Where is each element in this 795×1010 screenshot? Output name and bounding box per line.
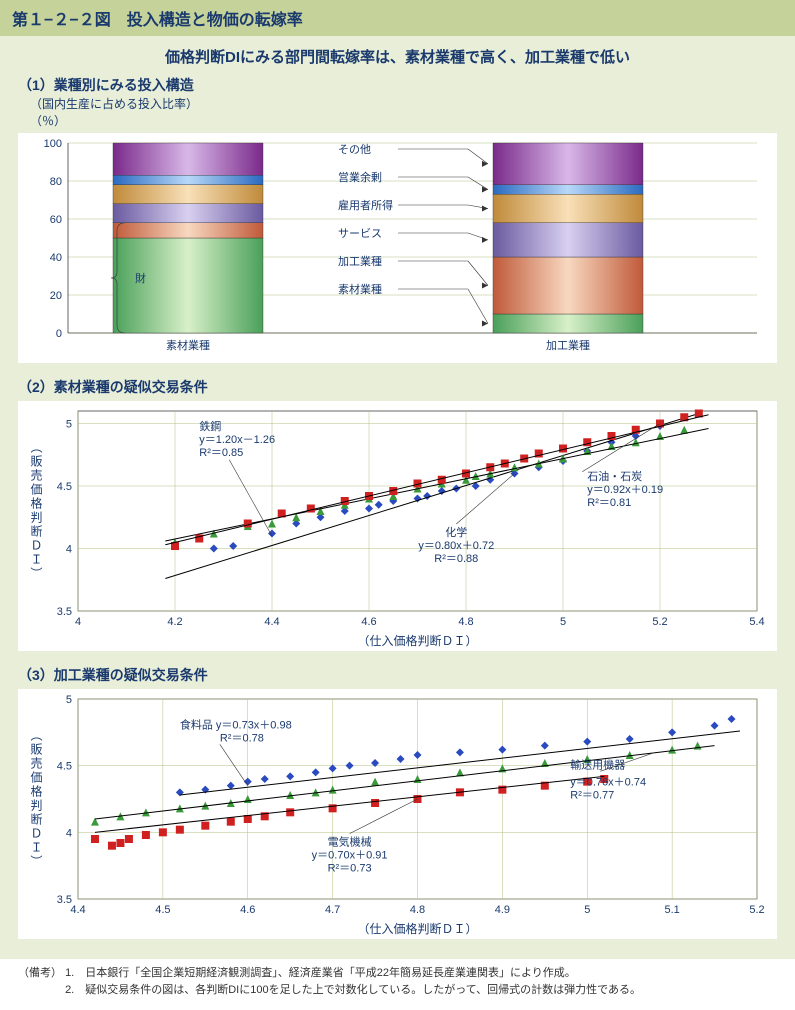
svg-text:R²＝0.88: R²＝0.88 bbox=[434, 553, 478, 565]
chart2-box: 44.24.44.64.855.25.43.544.55（仕入価格判断ＤＩ）（販… bbox=[18, 401, 777, 651]
svg-text:4.6: 4.6 bbox=[240, 904, 255, 916]
svg-text:40: 40 bbox=[50, 252, 62, 264]
svg-text:80: 80 bbox=[50, 176, 62, 188]
svg-text:（販売価格判断ＤＩ）: （販売価格判断ＤＩ） bbox=[29, 729, 43, 869]
svg-text:3.5: 3.5 bbox=[57, 894, 72, 906]
svg-text:5: 5 bbox=[66, 419, 72, 431]
footnotes: （備考） 1. 日本銀行「全国企業短期経済観測調査」、経済産業省「平成22年簡易… bbox=[0, 959, 795, 1010]
svg-text:鉄鋼: 鉄鋼 bbox=[199, 419, 221, 433]
svg-text:R²＝0.77: R²＝0.77 bbox=[570, 790, 614, 802]
svg-text:4.5: 4.5 bbox=[155, 904, 170, 916]
svg-text:20: 20 bbox=[50, 290, 62, 302]
svg-text:5.2: 5.2 bbox=[652, 616, 667, 628]
svg-text:4.7: 4.7 bbox=[325, 904, 340, 916]
svg-text:5.4: 5.4 bbox=[749, 616, 764, 628]
svg-text:5: 5 bbox=[560, 616, 566, 628]
note-prefix: （備考） bbox=[18, 967, 62, 979]
svg-text:R²＝0.73: R²＝0.73 bbox=[328, 863, 372, 875]
svg-text:3.5: 3.5 bbox=[57, 606, 72, 618]
section1-heading: （1）業種別にみる投入構造 bbox=[0, 71, 795, 95]
svg-text:（仕入価格判断ＤＩ）: （仕入価格判断ＤＩ） bbox=[357, 633, 477, 648]
section3-heading: （3）加工業種の疑似交易条件 bbox=[0, 661, 795, 685]
note-1: 1. 日本銀行「全国企業短期経済観測調査」、経済産業省「平成22年簡易延長産業連… bbox=[65, 967, 576, 979]
svg-text:4.6: 4.6 bbox=[361, 616, 376, 628]
svg-text:4.2: 4.2 bbox=[167, 616, 182, 628]
svg-text:5.2: 5.2 bbox=[749, 904, 764, 916]
svg-text:化学: 化学 bbox=[445, 525, 467, 539]
svg-text:5: 5 bbox=[66, 694, 72, 706]
svg-text:y＝0.80x＋0.72: y＝0.80x＋0.72 bbox=[418, 540, 494, 552]
svg-text:（仕入価格判断ＤＩ）: （仕入価格判断ＤＩ） bbox=[357, 921, 477, 936]
svg-text:4.8: 4.8 bbox=[458, 616, 473, 628]
svg-text:電気機械: 電気機械 bbox=[328, 835, 372, 849]
chart3-box: 4.4 4.5 4.6 4.7 4.8 4.9 5 5.1 5.2 3.5 4 4.5 5 （仕入価格判断… bbox=[18, 689, 777, 939]
svg-text:4.9: 4.9 bbox=[495, 904, 510, 916]
svg-text:素材業種: 素材業種 bbox=[166, 338, 210, 352]
svg-text:素材業種: 素材業種 bbox=[338, 282, 382, 296]
svg-text:y＝1.20x－1.26: y＝1.20x－1.26 bbox=[199, 434, 275, 446]
svg-text:5: 5 bbox=[584, 904, 590, 916]
svg-text:サービス: サービス bbox=[338, 227, 382, 240]
svg-text:y＝0.70x＋0.91: y＝0.70x＋0.91 bbox=[312, 850, 388, 862]
svg-text:5.1: 5.1 bbox=[664, 904, 679, 916]
svg-text:営業余剰: 営業余剰 bbox=[338, 170, 382, 184]
svg-text:R²＝0.81: R²＝0.81 bbox=[587, 497, 631, 509]
svg-text:R²＝0.78: R²＝0.78 bbox=[220, 732, 264, 744]
svg-text:4: 4 bbox=[66, 544, 72, 556]
svg-text:石油・石炭: 石油・石炭 bbox=[587, 469, 642, 483]
svg-text:y＝0.92x＋0.19: y＝0.92x＋0.19 bbox=[587, 484, 663, 496]
svg-text:4: 4 bbox=[66, 827, 72, 839]
svg-text:加工業種: 加工業種 bbox=[338, 254, 382, 268]
section1-subnote1: （国内生産に占める投入比率） bbox=[0, 95, 795, 112]
svg-text:100: 100 bbox=[44, 138, 62, 150]
svg-text:4.8: 4.8 bbox=[410, 904, 425, 916]
svg-text:R²＝0.85: R²＝0.85 bbox=[199, 447, 243, 459]
chart1-box: 020406080100素材業種加工業種その他営業余剰雇用者所得サービス加工業種… bbox=[18, 133, 777, 363]
svg-text:4.4: 4.4 bbox=[264, 616, 279, 628]
svg-text:60: 60 bbox=[50, 214, 62, 226]
svg-text:y＝0.76x＋0.74: y＝0.76x＋0.74 bbox=[570, 777, 646, 789]
svg-text:財: 財 bbox=[135, 271, 146, 285]
svg-text:雇用者所得: 雇用者所得 bbox=[338, 198, 393, 212]
svg-text:食料品 y＝0.73x＋0.98: 食料品 y＝0.73x＋0.98 bbox=[180, 717, 292, 731]
note-2: 2. 疑似交易条件の図は、各判断DIに100を足した上で対数化している。したがっ… bbox=[65, 984, 641, 996]
svg-text:0: 0 bbox=[56, 328, 62, 340]
section1-subnote2: （％） bbox=[0, 112, 795, 129]
svg-text:4: 4 bbox=[75, 616, 81, 628]
svg-text:加工業種: 加工業種 bbox=[546, 338, 590, 352]
figure-title: 第１−２−２図 投入構造と物価の転嫁率 bbox=[0, 0, 795, 36]
section2-heading: （2）素材業種の疑似交易条件 bbox=[0, 373, 795, 397]
svg-text:（販売価格判断ＤＩ）: （販売価格判断ＤＩ） bbox=[29, 441, 43, 581]
svg-text:4.4: 4.4 bbox=[70, 904, 85, 916]
svg-text:その他: その他 bbox=[338, 143, 371, 156]
svg-text:4.5: 4.5 bbox=[57, 481, 72, 493]
svg-text:輸送用機器: 輸送用機器 bbox=[570, 757, 625, 771]
figure-page: 第１−２−２図 投入構造と物価の転嫁率 価格判断DIにみる部門間転嫁率は、素材業… bbox=[0, 0, 795, 959]
svg-text:4.5: 4.5 bbox=[57, 761, 72, 773]
figure-subtitle: 価格判断DIにみる部門間転嫁率は、素材業種で高く、加工業種で低い bbox=[0, 36, 795, 71]
